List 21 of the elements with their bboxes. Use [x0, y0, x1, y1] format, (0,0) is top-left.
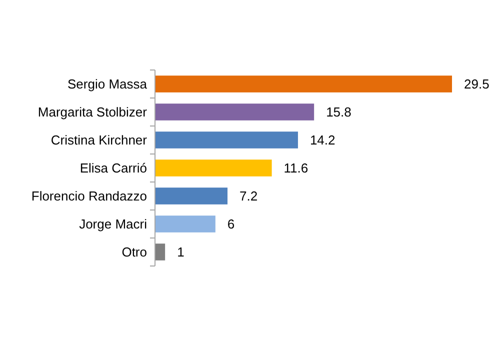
data-label: 29.5: [464, 76, 490, 92]
y-tick-label: Florencio Randazzo: [31, 188, 147, 204]
y-tick-label: Otro: [122, 244, 147, 260]
y-tick-label: Margarita Stolbizer: [38, 104, 148, 120]
data-label: 14.2: [310, 132, 336, 148]
bar: [155, 160, 272, 176]
bar: [155, 244, 166, 260]
data-label: 1: [177, 244, 184, 260]
data-label: 15.8: [326, 104, 352, 120]
bar: [155, 188, 228, 204]
data-label: 11.6: [284, 160, 308, 176]
bar: [155, 104, 314, 120]
bar: [155, 132, 298, 148]
bar: [155, 76, 452, 92]
y-tick-label: Cristina Kirchner: [50, 132, 148, 148]
y-tick-label: Jorge Macri: [79, 216, 148, 232]
bar: [155, 216, 216, 232]
y-tick-label: Elisa Carrió: [80, 160, 147, 176]
data-label: 7.2: [239, 188, 258, 204]
y-tick-label: Sergio Massa: [68, 76, 148, 92]
data-label: 6: [227, 216, 235, 232]
